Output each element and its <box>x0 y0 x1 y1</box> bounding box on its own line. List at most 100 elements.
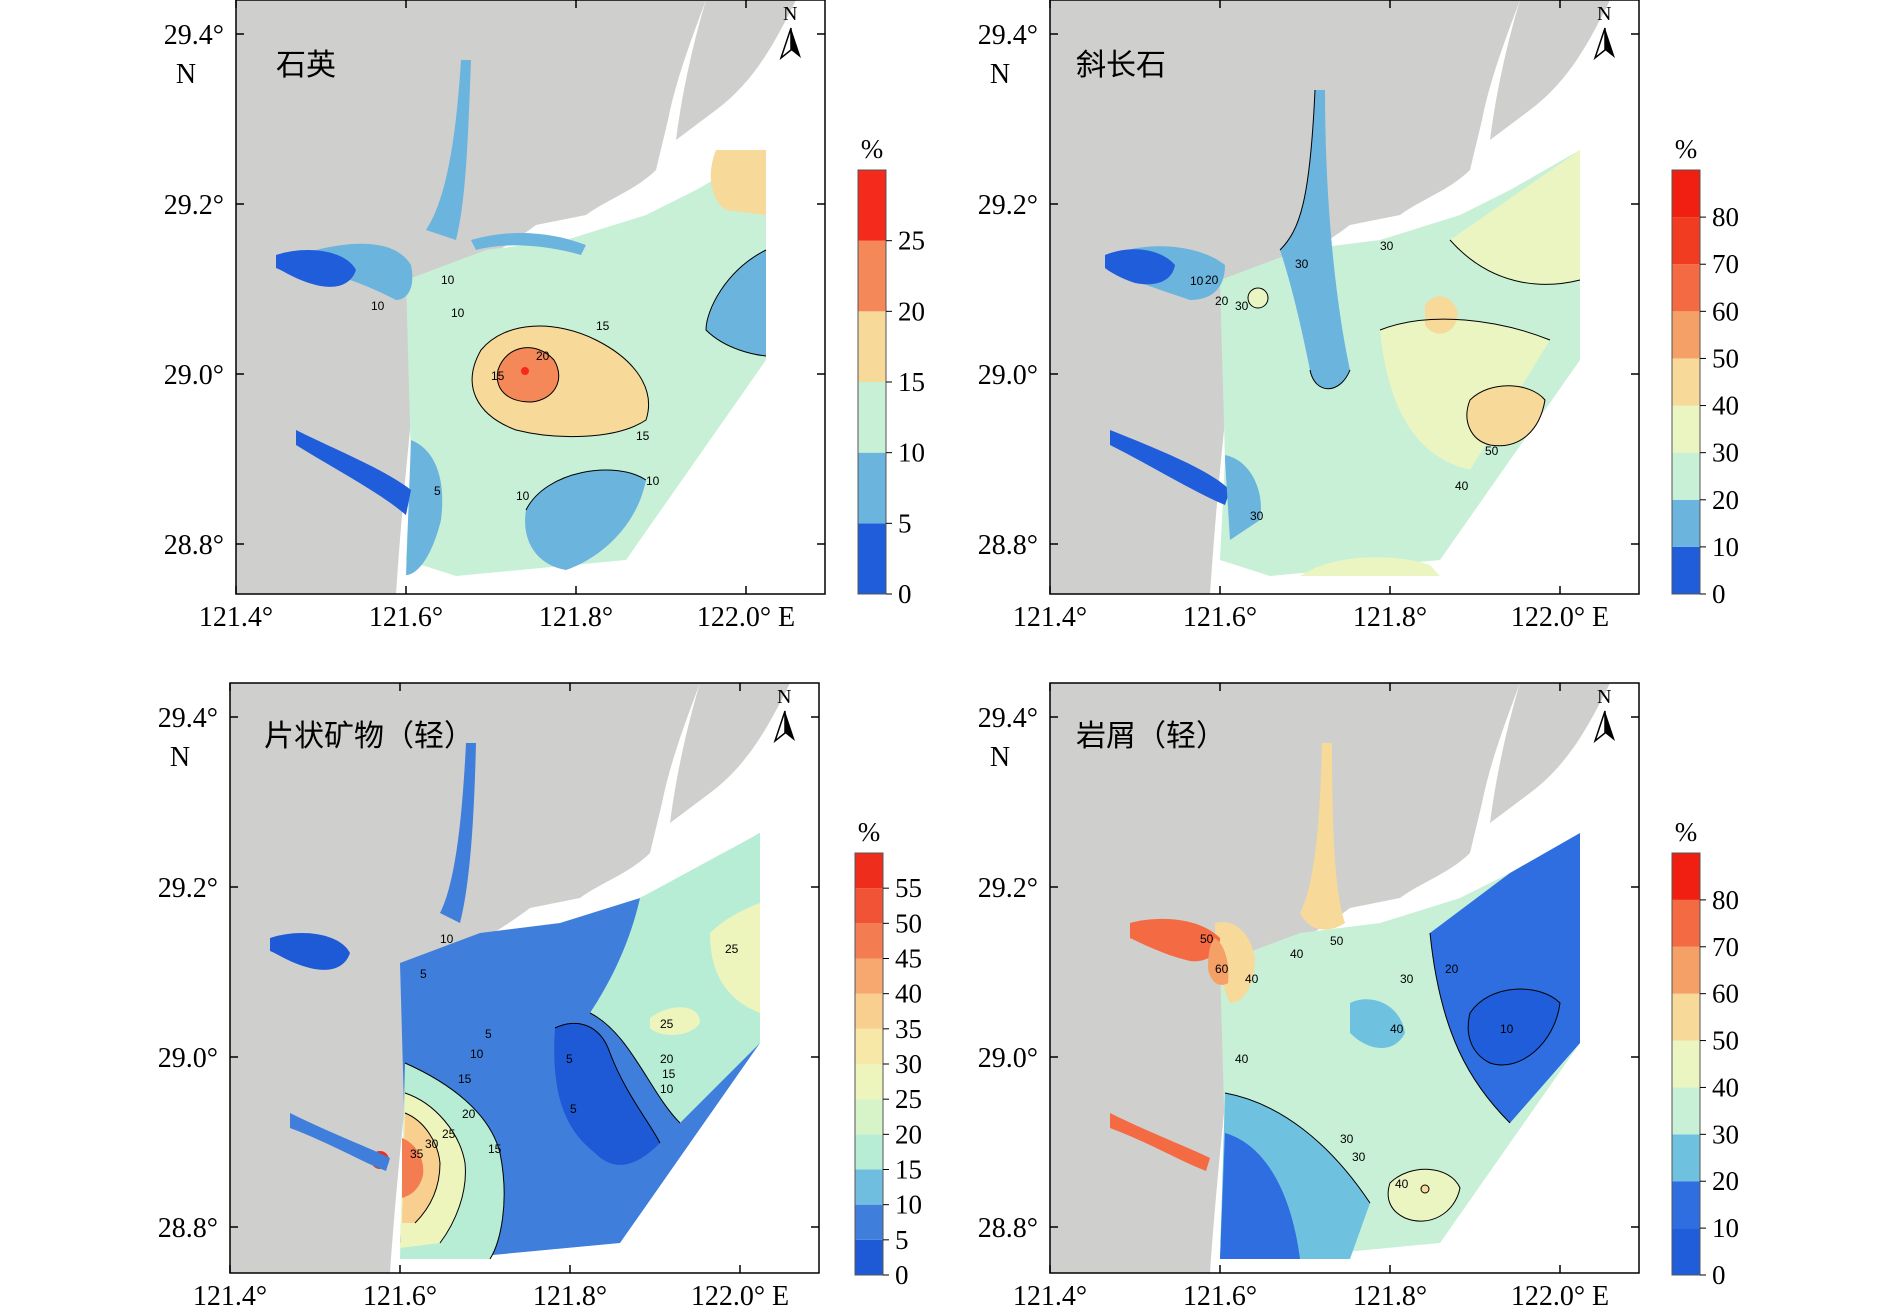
colorbar-swatch <box>1672 1040 1700 1088</box>
y-tick-label: 29.2° <box>164 190 224 221</box>
colorbar: 0 5 10 15 20 25% <box>857 134 925 609</box>
contour-label: 10 <box>646 474 660 488</box>
colorbar-frame <box>1671 852 1701 1276</box>
colorbar-label: 50 <box>1712 1026 1739 1056</box>
colorbar-swatch <box>1672 946 1700 994</box>
colorbar-label: 50 <box>895 908 922 938</box>
contour-label: 10 <box>660 1082 674 1096</box>
contour-line-25 <box>404 1092 466 1244</box>
contour-label: 40 <box>1235 1052 1249 1066</box>
colorbar-swatch <box>855 1064 883 1100</box>
contour-label: 10 <box>1500 1022 1514 1036</box>
contour-zone-40-small <box>1247 287 1269 309</box>
colorbar-swatch <box>858 311 886 382</box>
colorbar-swatch <box>1672 452 1700 500</box>
x-tick-label: 121.4° <box>1013 1281 1087 1312</box>
contour-label: 40 <box>1245 972 1259 986</box>
contour-label: 20 <box>1205 273 1219 287</box>
x-tick-label: 121.6° <box>363 1281 437 1312</box>
svg-text:N: N <box>1597 686 1611 708</box>
map-frame <box>1049 682 1640 1274</box>
colorbar-label: 20 <box>895 1119 922 1149</box>
contour-label: 30 <box>1380 239 1394 253</box>
lat-unit-label: N <box>176 59 196 90</box>
colorbar-swatch <box>855 1028 883 1064</box>
y-tick-label: 29.0° <box>978 360 1038 391</box>
colorbar-label: 20 <box>1712 485 1739 515</box>
colorbar-label: 0 <box>895 1260 909 1290</box>
colorbar-swatch <box>855 1239 883 1275</box>
contour-label: 20 <box>660 1052 674 1066</box>
colorbar-swatch <box>855 958 883 994</box>
contour-label: 20 <box>462 1107 476 1121</box>
contour-line-5 <box>554 1022 661 1144</box>
estuary-dark-west <box>270 933 350 970</box>
colorbar-label: 20 <box>1712 1166 1739 1196</box>
colorbar-label: 40 <box>1712 391 1739 421</box>
contour-label: 20 <box>1445 962 1459 976</box>
y-tick-label: 29.2° <box>158 873 218 904</box>
contour-zone-0-east <box>1468 989 1560 1065</box>
y-tick-label: 29.2° <box>978 873 1038 904</box>
colorbar-unit: % <box>1675 134 1698 164</box>
y-tick-label: 29.4° <box>978 703 1038 734</box>
contour-zone-40-northeast <box>1450 150 1580 285</box>
lat-unit-label: N <box>990 742 1010 773</box>
contour-zone-25-mid <box>650 1007 700 1035</box>
colorbar-label: 30 <box>1712 438 1739 468</box>
colorbar-swatch <box>855 993 883 1029</box>
y-tick-label: 28.8° <box>978 1213 1038 1244</box>
contour-label: 10 <box>371 299 385 313</box>
colorbar-swatch <box>1672 993 1700 1041</box>
land-mass <box>1050 683 1520 1273</box>
svg-text:N: N <box>783 3 797 25</box>
x-tick-label: 122.0° E <box>1511 602 1609 633</box>
contour-label: 15 <box>491 369 505 383</box>
contour-label: 15 <box>662 1067 676 1081</box>
svg-text:N: N <box>1597 3 1611 25</box>
contour-label: 10 <box>516 489 530 503</box>
x-tick-label: 121.6° <box>1183 602 1257 633</box>
contour-line-20 <box>1429 932 1511 1124</box>
x-tick-label: 122.0° E <box>1511 1281 1609 1312</box>
colorbar-swatch <box>1672 170 1700 218</box>
contour-zone-40-south <box>1300 557 1440 576</box>
colorbar-label: 35 <box>895 1014 922 1044</box>
colorbar-label: 40 <box>1712 1072 1739 1102</box>
contour-line-40 <box>1387 1168 1461 1222</box>
panel-plagioclase: 10 20 30 30 30 50 40 30 20 斜长石 N <box>1049 0 1640 595</box>
land-east-island <box>1490 0 1610 140</box>
contour-zone-10-southwest <box>1110 430 1230 505</box>
land-mass <box>230 683 700 1273</box>
colorbar-swatch <box>855 1134 883 1170</box>
panel-title: 岩屑（轻） <box>1076 719 1226 754</box>
contour-label: 20 <box>1215 294 1229 308</box>
y-tick-label: 29.0° <box>158 1043 218 1074</box>
colorbar-swatch <box>1672 1228 1700 1275</box>
colorbar-label: 15 <box>898 367 925 397</box>
colorbar-label: 70 <box>1712 249 1739 279</box>
colorbar-label: 55 <box>895 873 922 903</box>
land-east-island <box>1490 683 1610 823</box>
colorbar-label: 45 <box>895 944 922 974</box>
y-tick-label: 28.8° <box>164 530 224 561</box>
contour-zone-50-channel <box>1300 743 1345 930</box>
svg-text:N: N <box>777 686 791 708</box>
land-mass <box>236 0 706 594</box>
contour-label: 30 <box>1295 257 1309 271</box>
map-frame <box>235 0 826 595</box>
colorbar-unit: % <box>861 134 884 164</box>
x-tick-label: 122.0° E <box>691 1281 789 1312</box>
contour-label: 40 <box>1455 479 1469 493</box>
y-tick-label: 29.2° <box>978 190 1038 221</box>
y-tick-label: 29.4° <box>158 703 218 734</box>
panel-lithic-fragments: 50 60 40 40 50 40 30 20 10 30 30 40 40 岩… <box>1049 682 1640 1274</box>
colorbar-label: 30 <box>1712 1119 1739 1149</box>
contour-line-15 <box>471 325 650 438</box>
contour-zone-45-southwest <box>402 1138 424 1198</box>
contour-label: 25 <box>725 942 739 956</box>
colorbar-unit: % <box>1675 817 1698 847</box>
colorbar-label: 40 <box>895 979 922 1009</box>
estuary-channel-north <box>426 60 471 240</box>
